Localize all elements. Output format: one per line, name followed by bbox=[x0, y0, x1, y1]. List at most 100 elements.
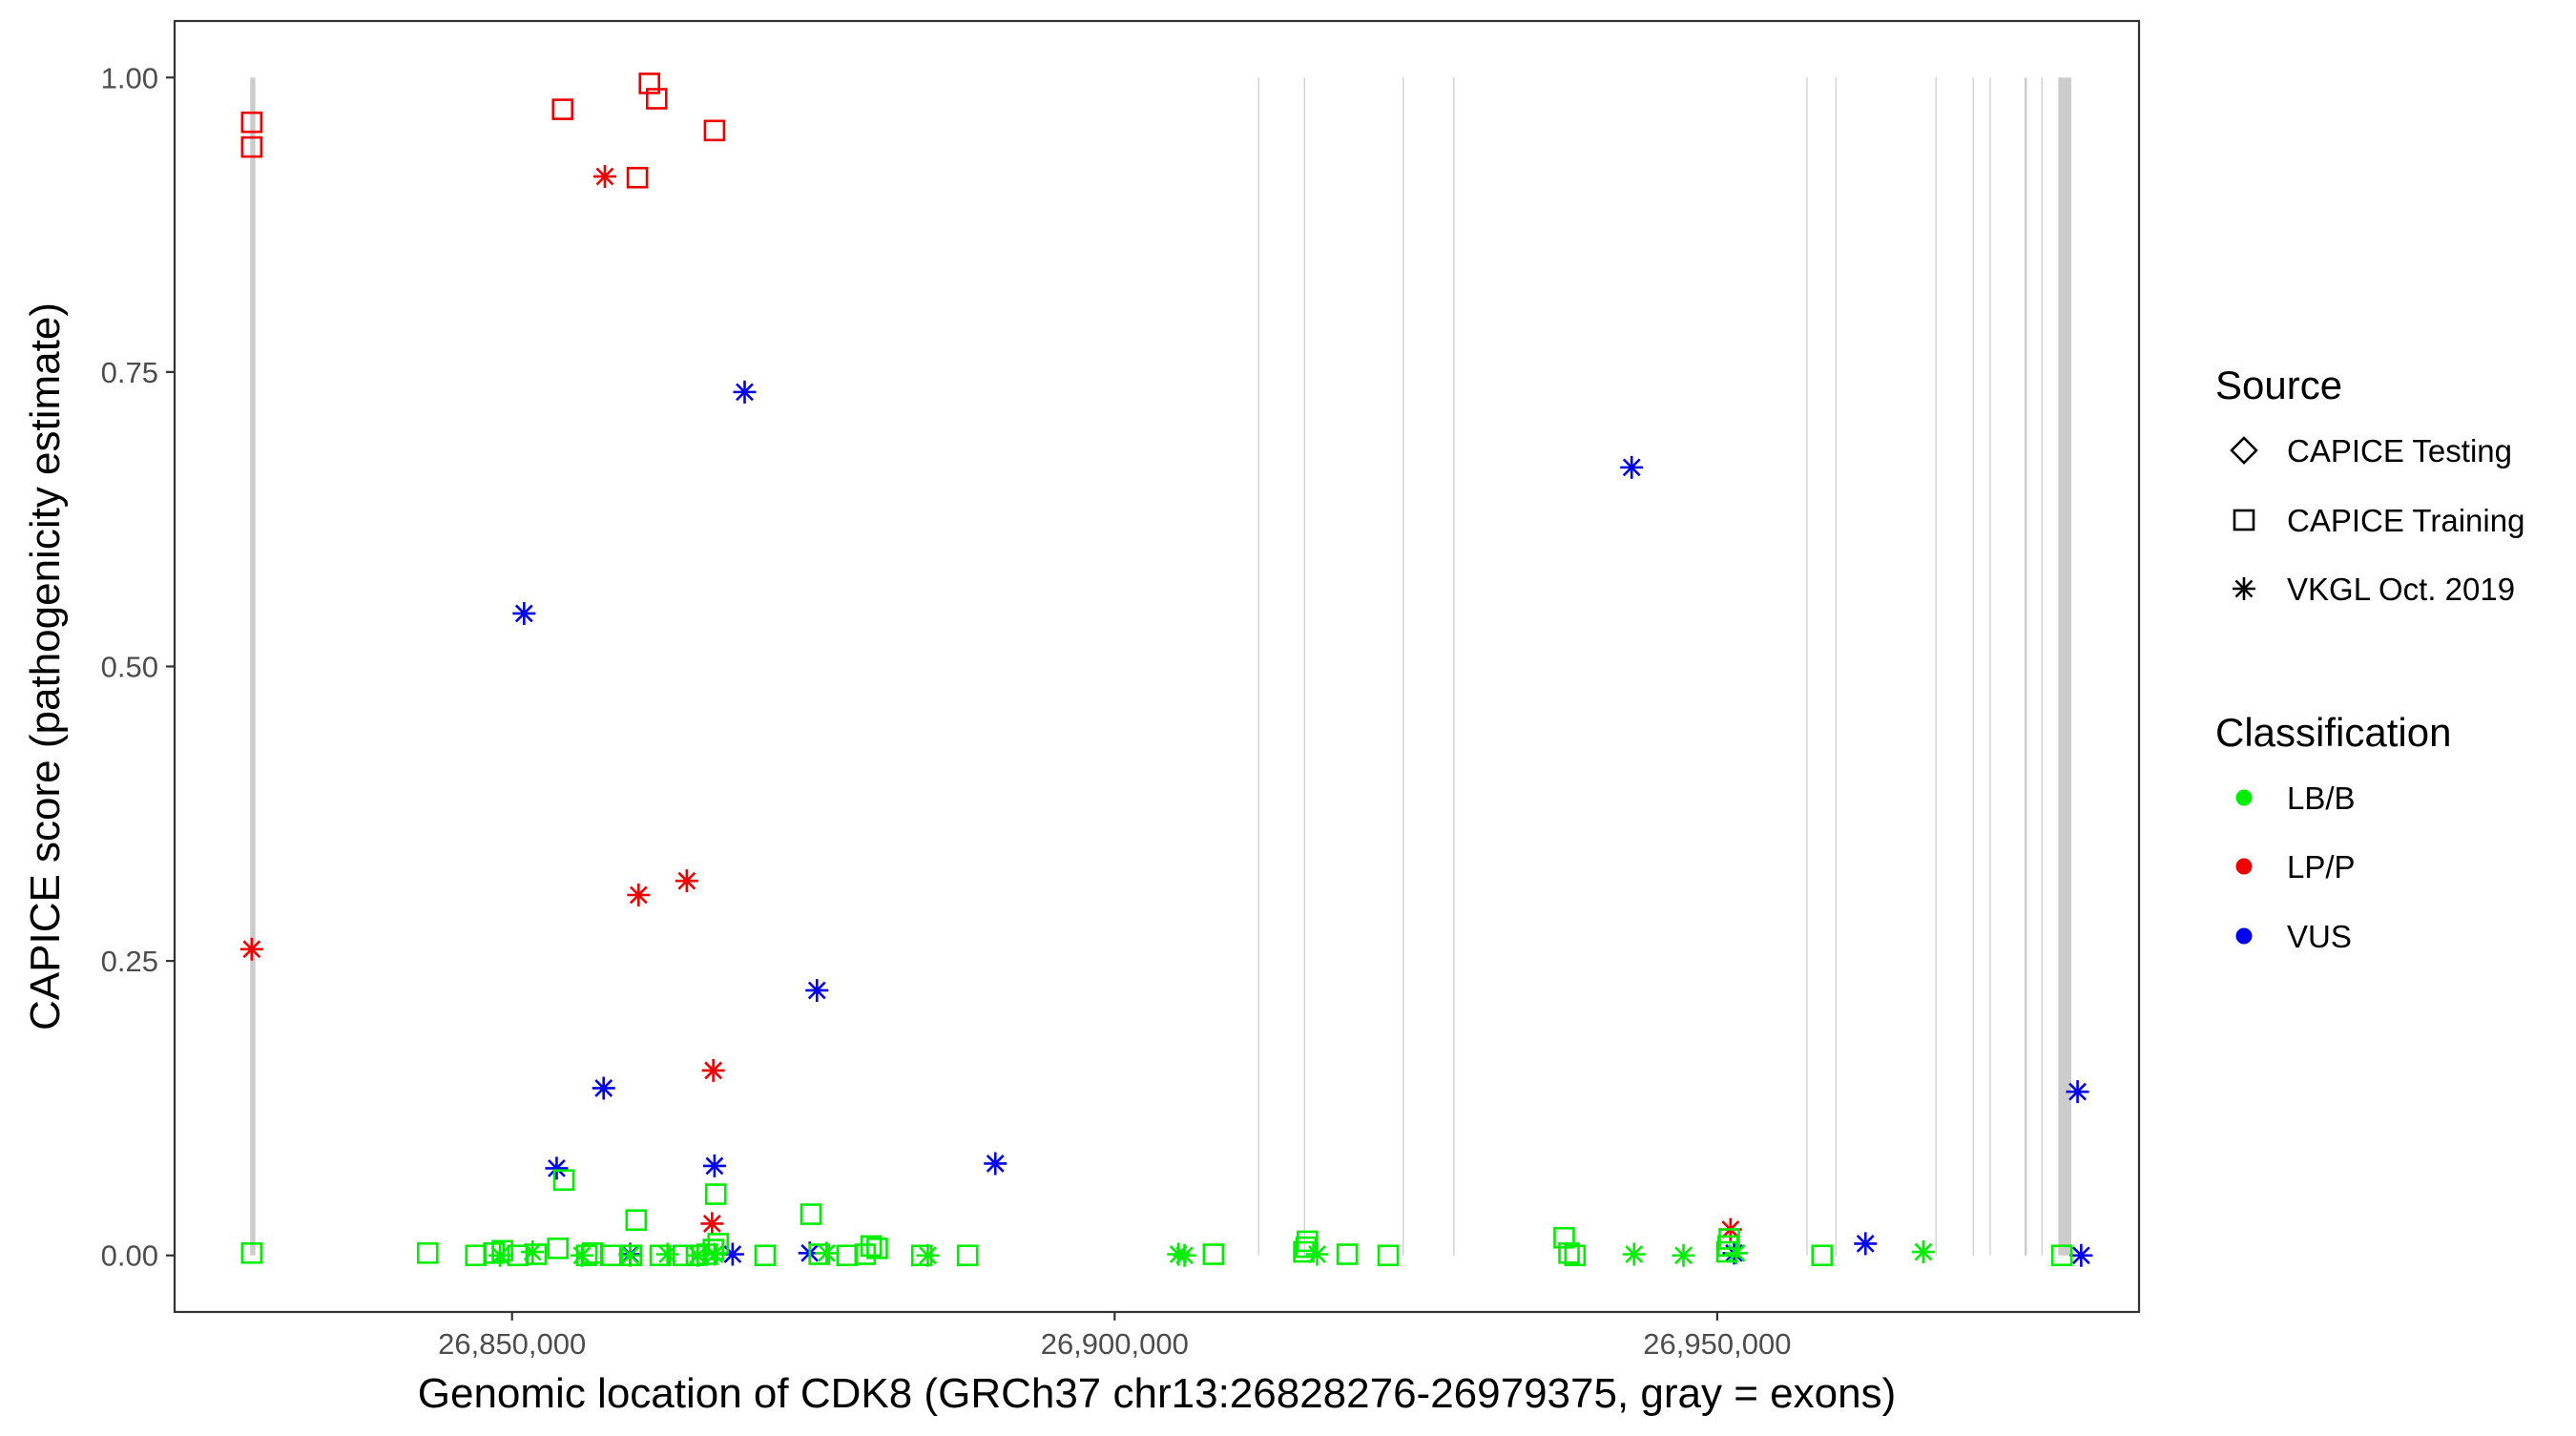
exon-band bbox=[2041, 77, 2043, 1256]
legend-source-label: VKGL Oct. 2019 bbox=[2287, 572, 2515, 607]
data-point bbox=[1336, 1243, 1359, 1265]
data-point bbox=[956, 1244, 979, 1267]
data-point bbox=[805, 978, 829, 1002]
legend-source-title: Source bbox=[2215, 363, 2342, 407]
data-point bbox=[854, 1243, 877, 1265]
x-tick-label: 26,850,000 bbox=[438, 1327, 586, 1361]
legend-source-label: CAPICE Training bbox=[2287, 503, 2524, 538]
data-point bbox=[239, 937, 263, 961]
data-point bbox=[1620, 455, 1644, 479]
exon-band bbox=[250, 77, 256, 1256]
data-point bbox=[1558, 1241, 1580, 1264]
data-point bbox=[1854, 1232, 1878, 1256]
exon-band bbox=[1402, 77, 1404, 1256]
data-point bbox=[638, 73, 660, 94]
exon-band bbox=[1303, 77, 1305, 1256]
data-point bbox=[488, 1243, 512, 1267]
y-tick-label: 0.25 bbox=[101, 945, 158, 978]
x-tick-label: 26,950,000 bbox=[1643, 1327, 1791, 1361]
data-point bbox=[1173, 1243, 1196, 1267]
points-layer bbox=[239, 73, 2093, 1267]
y-tick-label: 1.00 bbox=[101, 61, 158, 94]
legend-color-key bbox=[2235, 858, 2253, 875]
legend-color-key bbox=[2235, 927, 2253, 945]
data-point bbox=[592, 164, 616, 188]
data-point bbox=[240, 135, 263, 158]
data-point bbox=[240, 1241, 263, 1264]
data-point bbox=[700, 1212, 724, 1236]
data-point bbox=[702, 1242, 726, 1266]
data-point bbox=[2069, 1243, 2093, 1267]
data-point bbox=[916, 1243, 940, 1267]
legend-source-label: CAPICE Testing bbox=[2287, 433, 2512, 468]
exon-band bbox=[1806, 77, 1808, 1256]
data-point bbox=[2066, 1080, 2089, 1104]
data-point bbox=[626, 166, 649, 189]
legend-shape-key bbox=[2233, 509, 2255, 531]
y-tick-label: 0.00 bbox=[101, 1239, 158, 1273]
data-point bbox=[733, 380, 757, 404]
data-point bbox=[866, 1238, 888, 1259]
data-point bbox=[645, 88, 668, 110]
data-point bbox=[701, 1058, 725, 1082]
exon-band bbox=[1453, 77, 1455, 1256]
data-point bbox=[1553, 1226, 1575, 1249]
data-point bbox=[815, 1241, 839, 1265]
data-point bbox=[984, 1152, 1008, 1176]
data-point bbox=[1622, 1242, 1646, 1266]
exon-band bbox=[1835, 77, 1837, 1256]
exon-band bbox=[1257, 77, 1259, 1256]
y-axis-title: CAPICE score (pathogenicity estimate) bbox=[22, 302, 69, 1030]
data-point bbox=[625, 1209, 648, 1232]
legend-shape-key bbox=[2230, 436, 2258, 465]
data-point bbox=[702, 1154, 726, 1177]
data-point bbox=[525, 1243, 548, 1265]
data-point bbox=[1672, 1243, 1695, 1267]
data-point bbox=[2050, 1244, 2073, 1267]
data-point bbox=[491, 1239, 513, 1262]
legend-classification-title: Classification bbox=[2215, 710, 2451, 755]
data-point bbox=[1725, 1241, 1749, 1265]
data-point bbox=[655, 1242, 679, 1266]
data-point bbox=[1202, 1243, 1225, 1265]
data-point bbox=[703, 119, 726, 142]
data-point bbox=[416, 1241, 439, 1264]
data-point bbox=[552, 1169, 575, 1192]
x-axis-title: Genomic location of CDK8 (GRCh37 chr13:2… bbox=[418, 1370, 1896, 1417]
data-point bbox=[675, 869, 698, 893]
data-point bbox=[754, 1244, 777, 1267]
data-point bbox=[720, 1242, 744, 1266]
x-tick-label: 26,900,000 bbox=[1041, 1327, 1189, 1361]
data-point bbox=[1305, 1242, 1329, 1266]
data-point bbox=[545, 1156, 569, 1180]
legend-classification-label: VUS bbox=[2287, 919, 2352, 954]
data-point bbox=[512, 601, 536, 625]
y-tick-label: 0.50 bbox=[101, 651, 158, 684]
data-point bbox=[686, 1243, 710, 1267]
legend-shape-key bbox=[2233, 577, 2255, 600]
legend-classification-label: LP/P bbox=[2287, 849, 2356, 884]
exon-band bbox=[1989, 77, 1991, 1256]
data-point bbox=[551, 98, 574, 120]
data-point bbox=[860, 1235, 883, 1258]
data-point bbox=[547, 1238, 569, 1259]
data-point bbox=[627, 883, 651, 906]
legend-classification-label: LB/B bbox=[2287, 780, 2356, 816]
exon-layer bbox=[250, 77, 2071, 1256]
y-tick-label: 0.75 bbox=[101, 356, 158, 389]
data-point bbox=[240, 111, 263, 134]
axis-layer: 0.00 0.25 0.50 0.75 1.00 26,850,000 26,900,000… bbox=[101, 61, 1792, 1361]
data-point bbox=[1377, 1244, 1400, 1267]
data-point bbox=[1718, 1228, 1740, 1250]
data-point bbox=[704, 1183, 727, 1205]
exon-band bbox=[2024, 77, 2027, 1256]
exon-band bbox=[1935, 77, 1937, 1256]
data-point bbox=[1564, 1244, 1587, 1267]
data-point bbox=[1811, 1244, 1834, 1267]
data-point bbox=[800, 1203, 822, 1225]
data-point bbox=[521, 1240, 545, 1264]
exon-band bbox=[1972, 77, 1974, 1256]
